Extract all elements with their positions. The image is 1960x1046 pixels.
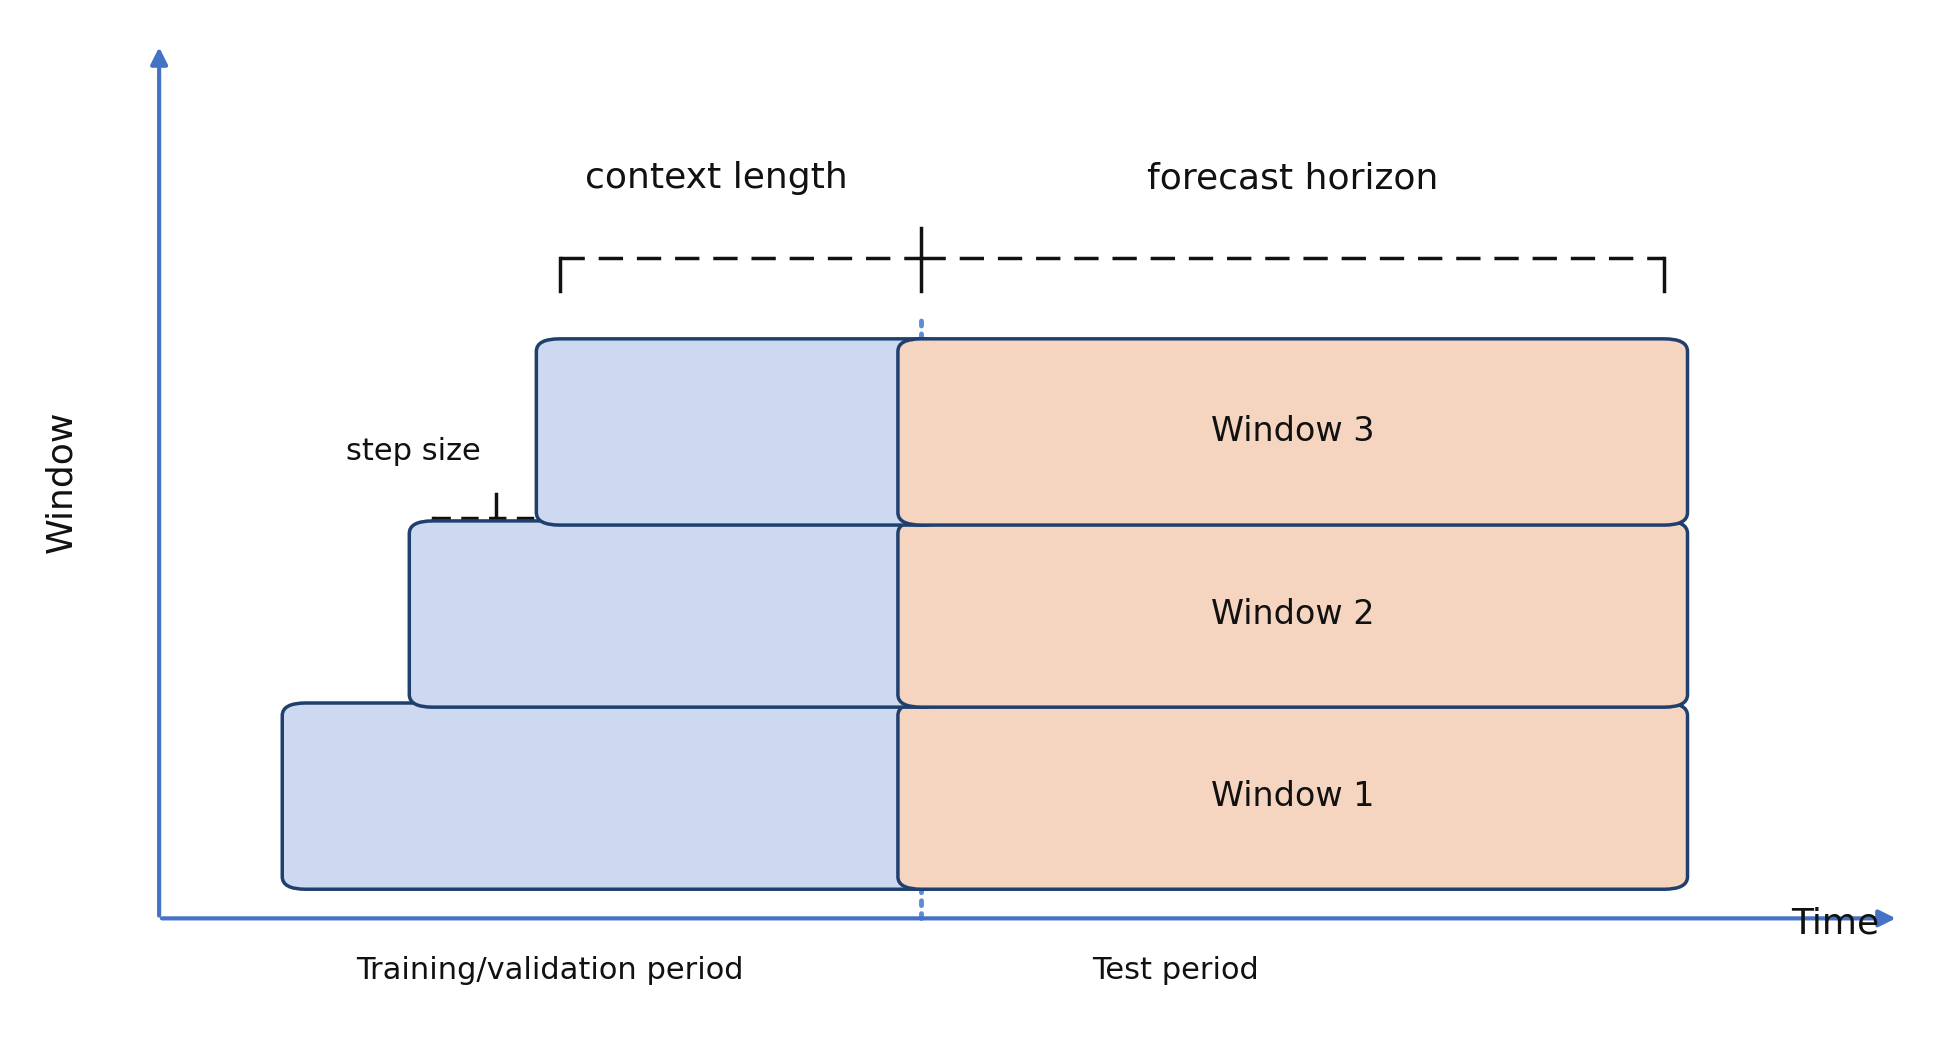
Text: Test period: Test period <box>1092 956 1258 985</box>
Text: Window 1: Window 1 <box>1211 779 1374 813</box>
Text: Time: Time <box>1791 907 1880 940</box>
FancyBboxPatch shape <box>898 521 1688 707</box>
Text: Training/validation period: Training/validation period <box>357 956 743 985</box>
FancyBboxPatch shape <box>410 521 945 707</box>
Text: context length: context length <box>584 161 847 196</box>
Text: Window: Window <box>45 410 78 552</box>
FancyBboxPatch shape <box>898 339 1688 525</box>
Text: forecast horizon: forecast horizon <box>1147 161 1439 196</box>
FancyBboxPatch shape <box>537 339 945 525</box>
FancyBboxPatch shape <box>282 703 945 889</box>
FancyBboxPatch shape <box>898 703 1688 889</box>
Text: Window 3: Window 3 <box>1211 415 1374 449</box>
Text: step size: step size <box>345 437 480 465</box>
Text: Window 2: Window 2 <box>1211 597 1374 631</box>
